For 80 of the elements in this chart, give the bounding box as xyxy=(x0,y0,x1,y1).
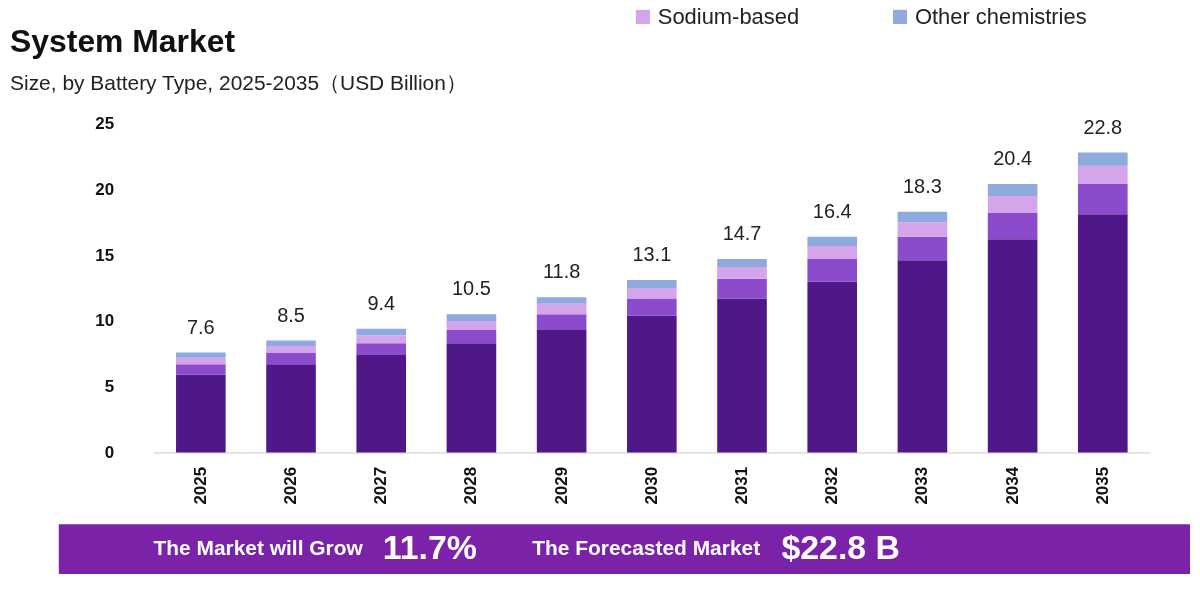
bar xyxy=(446,343,497,453)
legend-label: Sodium-based xyxy=(657,3,800,29)
bar xyxy=(1078,152,1128,166)
bar xyxy=(807,281,858,453)
x-tick-label: 2025 xyxy=(190,466,210,505)
bar xyxy=(176,364,226,375)
bar xyxy=(627,315,677,453)
bar xyxy=(987,184,1038,196)
bar xyxy=(717,259,767,267)
bar xyxy=(987,195,1038,214)
text: $22.8 B xyxy=(781,528,901,567)
legend-label: Other chemistries xyxy=(914,3,1087,29)
bar xyxy=(897,222,948,237)
bar xyxy=(446,330,497,344)
y-tick-label: 5 xyxy=(104,377,115,397)
x-tick-label: 2030 xyxy=(641,466,661,505)
x-tick-label: 2034 xyxy=(1002,466,1022,505)
y-tick-label: 0 xyxy=(104,442,115,462)
bar xyxy=(897,211,948,223)
bar xyxy=(897,236,948,261)
bar xyxy=(176,357,226,365)
total-label: 8.5 xyxy=(277,303,305,326)
x-tick-label: 2033 xyxy=(912,466,932,505)
bar xyxy=(536,314,587,331)
x-tick-label: 2027 xyxy=(371,466,391,505)
total-label: 9.4 xyxy=(367,291,396,314)
total-label: 11.8 xyxy=(542,260,581,283)
y-tick-label: 10 xyxy=(95,311,115,331)
total-label: 7.6 xyxy=(186,315,215,338)
total-label: 10.5 xyxy=(452,277,491,300)
bar xyxy=(356,343,407,356)
y-tick-label: 20 xyxy=(95,179,115,199)
bar xyxy=(987,213,1038,240)
total-label: 13.1 xyxy=(632,243,672,266)
x-tick-label: 2029 xyxy=(551,466,571,505)
total-label: 18.3 xyxy=(903,174,942,197)
bar xyxy=(1078,214,1128,453)
bar xyxy=(176,352,226,358)
bar xyxy=(717,266,767,279)
bar xyxy=(266,364,316,453)
bar xyxy=(536,330,587,453)
bar xyxy=(627,280,677,288)
bar xyxy=(446,320,497,331)
chart-title: System Market xyxy=(10,22,236,59)
bar xyxy=(807,259,858,282)
bar xyxy=(717,298,767,453)
bar xyxy=(627,298,677,316)
bar xyxy=(266,345,316,353)
bar xyxy=(356,355,407,453)
bar xyxy=(176,374,226,453)
bar xyxy=(446,314,497,321)
x-tick-label: 2035 xyxy=(1092,466,1112,505)
bar xyxy=(627,288,677,299)
text: 11.7% xyxy=(382,528,477,567)
bar xyxy=(1078,165,1128,185)
total-label: 20.4 xyxy=(993,147,1033,170)
x-tick-label: 2032 xyxy=(822,466,842,505)
x-tick-label: 2026 xyxy=(281,466,301,505)
x-tick-label: 2028 xyxy=(461,466,481,505)
x-tick-label: 2031 xyxy=(732,466,752,505)
bar xyxy=(266,352,316,365)
bar xyxy=(717,278,767,299)
bar xyxy=(536,297,587,304)
chart-subtitle: Size, by Battery Type, 2025-2035（USD Billion） xyxy=(10,70,467,94)
bar xyxy=(807,236,858,246)
total-label: 16.4 xyxy=(812,199,852,222)
y-tick-label: 15 xyxy=(95,245,115,265)
total-label: 22.8 xyxy=(1083,115,1123,138)
bar xyxy=(356,335,407,344)
text: The Forecasted Market xyxy=(532,536,761,560)
bar xyxy=(1078,184,1128,215)
bar xyxy=(356,328,407,336)
y-tick-label: 25 xyxy=(95,114,115,134)
bar xyxy=(266,340,316,346)
bar xyxy=(987,239,1038,453)
text: The Market will Grow xyxy=(153,536,364,560)
bar xyxy=(807,245,858,260)
total-label: 14.7 xyxy=(722,222,762,245)
bar xyxy=(536,303,587,315)
bar xyxy=(897,260,948,453)
